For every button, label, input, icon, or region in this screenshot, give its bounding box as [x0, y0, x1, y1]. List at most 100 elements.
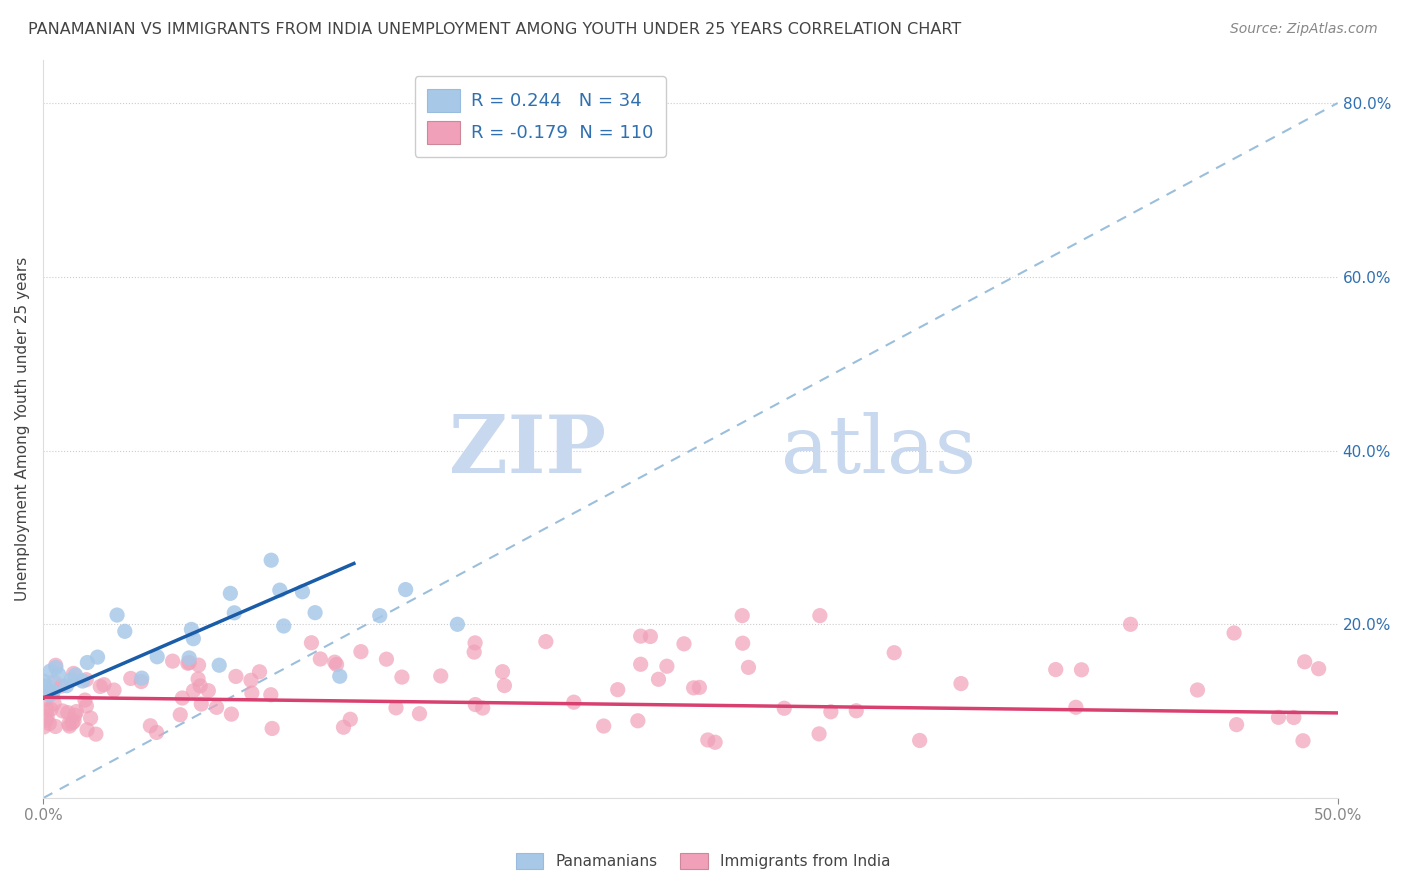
Point	[188, 679, 211, 693]
Legend: Panamanians, Immigrants from India: Panamanians, Immigrants from India	[509, 847, 897, 875]
Point	[1223, 626, 1246, 640]
Point	[32, 720, 55, 734]
Point	[908, 733, 931, 747]
Point	[239, 673, 262, 688]
Point	[429, 669, 451, 683]
Point	[606, 682, 628, 697]
Point	[180, 623, 202, 637]
Point	[162, 654, 184, 668]
Point	[269, 583, 291, 598]
Point	[79, 711, 101, 725]
Point	[42, 685, 65, 699]
Point	[208, 658, 231, 673]
Point	[408, 706, 430, 721]
Point	[1187, 683, 1209, 698]
Point	[1267, 710, 1289, 724]
Point	[1070, 663, 1092, 677]
Point	[534, 634, 557, 648]
Point	[37, 703, 59, 717]
Point	[464, 636, 486, 650]
Point	[86, 650, 108, 665]
Point	[65, 705, 87, 719]
Point	[323, 655, 346, 669]
Point	[309, 652, 332, 666]
Point	[249, 665, 271, 679]
Point	[737, 660, 759, 674]
Point	[391, 670, 413, 684]
Point	[773, 701, 796, 715]
Point	[187, 672, 209, 686]
Point	[129, 674, 152, 689]
Point	[672, 637, 695, 651]
Point	[1119, 617, 1142, 632]
Point	[32, 674, 55, 689]
Point	[58, 717, 80, 731]
Point	[63, 708, 86, 723]
Point	[48, 667, 70, 681]
Point	[58, 719, 80, 733]
Point	[262, 722, 284, 736]
Point	[51, 704, 73, 718]
Point	[350, 645, 373, 659]
Point	[325, 657, 347, 672]
Point	[39, 664, 62, 678]
Point	[190, 697, 212, 711]
Point	[42, 697, 65, 711]
Point	[704, 735, 727, 749]
Point	[808, 608, 831, 623]
Point	[655, 659, 678, 673]
Point	[45, 660, 67, 674]
Text: PANAMANIAN VS IMMIGRANTS FROM INDIA UNEMPLOYMENT AMONG YOUTH UNDER 25 YEARS CORR: PANAMANIAN VS IMMIGRANTS FROM INDIA UNEM…	[28, 22, 962, 37]
Point	[114, 624, 136, 639]
Point	[51, 679, 73, 693]
Point	[221, 707, 243, 722]
Point	[273, 619, 295, 633]
Point	[38, 716, 60, 731]
Point	[177, 657, 200, 671]
Point	[34, 692, 56, 706]
Point	[260, 553, 283, 567]
Point	[35, 713, 58, 727]
Point	[76, 656, 98, 670]
Point	[120, 672, 142, 686]
Point	[103, 683, 125, 698]
Point	[240, 686, 263, 700]
Point	[1282, 710, 1305, 724]
Point	[38, 688, 60, 702]
Point	[60, 715, 83, 730]
Point	[463, 645, 485, 659]
Point	[471, 701, 494, 715]
Point	[62, 666, 84, 681]
Point	[225, 669, 247, 683]
Point	[446, 617, 468, 632]
Point	[640, 630, 662, 644]
Point	[38, 679, 60, 693]
Point	[332, 720, 354, 734]
Point	[37, 709, 59, 723]
Y-axis label: Unemployment Among Youth under 25 years: Unemployment Among Youth under 25 years	[15, 257, 30, 601]
Point	[304, 606, 326, 620]
Point	[169, 707, 191, 722]
Point	[44, 674, 66, 689]
Point	[1225, 717, 1247, 731]
Point	[647, 673, 669, 687]
Text: ZIP: ZIP	[450, 412, 606, 490]
Point	[731, 608, 754, 623]
Point	[172, 691, 194, 706]
Text: Source: ZipAtlas.com: Source: ZipAtlas.com	[1230, 22, 1378, 37]
Point	[56, 706, 79, 720]
Point	[187, 658, 209, 673]
Point	[1294, 655, 1316, 669]
Point	[39, 702, 62, 716]
Point	[385, 701, 408, 715]
Point	[146, 649, 169, 664]
Point	[65, 668, 87, 682]
Point	[339, 712, 361, 726]
Point	[592, 719, 614, 733]
Point	[630, 657, 652, 672]
Point	[139, 719, 162, 733]
Point	[808, 727, 831, 741]
Point	[1292, 733, 1315, 747]
Point	[688, 681, 710, 695]
Point	[75, 673, 97, 687]
